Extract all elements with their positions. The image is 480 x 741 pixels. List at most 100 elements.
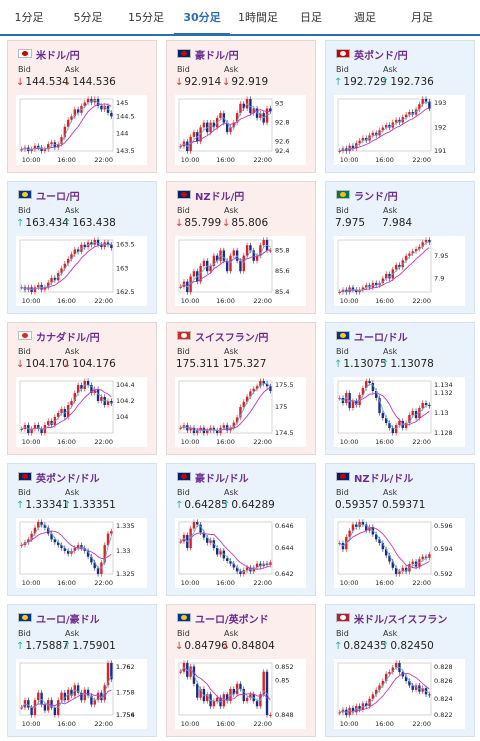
candle-body [100, 692, 103, 701]
price-chart[interactable]: 163.5 163 162.5 10:00 16:00 22:00 [16, 236, 147, 306]
candle-body [424, 403, 428, 405]
x-tick-label: 10:00 [22, 297, 41, 305]
tab-1min[interactable]: 1分足 [14, 11, 44, 24]
currency-card[interactable]: NZドル/ドル Bid Ask 0.59357 0.59371 0.596 0.594 0.5… [325, 463, 475, 596]
x-tick-label: 10:00 [181, 438, 200, 446]
y-tick-label: 143.5 [116, 147, 135, 155]
pair-name[interactable]: ユーロ/ドル [354, 333, 408, 344]
candle-body [83, 689, 86, 701]
currency-card[interactable]: ユーロ/豪ドル Bid Ask ↑1.75887 ↑1.75901 1.762 1.76 1.… [7, 604, 157, 737]
pair-name[interactable]: ユーロ/豪ドル [36, 615, 100, 626]
x-tick-label: 16:00 [57, 156, 76, 164]
tab-daily[interactable]: 日足 [300, 11, 322, 24]
price-chart[interactable]: 85.8 85.6 85.4 10:00 16:00 22:00 [175, 236, 306, 306]
candle-body [90, 695, 93, 705]
pair-name[interactable]: 英ポンド/ドル [36, 474, 100, 485]
candle-body [232, 422, 236, 428]
tab-30min[interactable]: 30分足 [174, 0, 230, 36]
price-chart[interactable]: 1.762 1.76 1.758 1.756 1.754 10:00 16:00 22:00 [16, 659, 147, 729]
tab-monthly[interactable]: 月足 [411, 11, 433, 24]
price-chart[interactable]: 1.134 1.132 1.13 1.128 10:00 16:00 22:00 [334, 377, 465, 447]
candle-body [63, 548, 67, 551]
price-chart[interactable]: 193 192 191 10:00 16:00 22:00 [334, 95, 465, 165]
pair-name[interactable]: ユーロ/英ポンド [195, 615, 269, 626]
pair-name[interactable]: NZドル/ドル [354, 474, 414, 485]
pair-name[interactable]: 米ドル/円 [36, 51, 80, 62]
currency-card[interactable]: NZドル/円 Bid Ask ↓85.799 ↓85.806 85.8 85.6 85.4 10… [166, 181, 316, 314]
pair-name[interactable]: ランド/円 [354, 192, 398, 203]
bid-value: ↓104.170 [16, 358, 69, 370]
currency-card[interactable]: 英ポンド/ドル Bid Ask ↑1.33341 ↑1.33351 1.335 1.33 1.… [7, 463, 157, 596]
ma-short-line [339, 524, 430, 572]
candle-body [47, 527, 50, 534]
candle-body [365, 703, 368, 707]
candle-body [408, 253, 411, 256]
currency-card[interactable]: ユーロ/円 Bid Ask ↑163.434 ↑163.438 163.5 163 162.5… [7, 181, 157, 314]
candle-body [424, 556, 428, 558]
candle-body [371, 132, 375, 136]
candle-body [202, 689, 206, 702]
pair-name[interactable]: スイスフラン/円 [195, 333, 269, 344]
pair-name[interactable]: 豪ドル/円 [195, 51, 239, 62]
bid-value: ↑0.64285 [175, 499, 228, 511]
candle-body [40, 522, 43, 525]
tab-1hour[interactable]: 1時間足 [238, 11, 278, 24]
candle-body [47, 144, 50, 150]
price-chart[interactable]: 0.828 0.826 0.824 0.822 10:00 16:00 22:00 [334, 659, 465, 729]
pair-name[interactable]: 英ポンド/円 [354, 51, 408, 62]
price-chart[interactable]: 7.95 7.9 10:00 16:00 22:00 [334, 236, 465, 306]
tab-weekly[interactable]: 週足 [354, 11, 376, 24]
bid-arrow-icon: ↑ [16, 500, 25, 511]
candle-body [428, 554, 431, 558]
y-tick-label: 92.4 [275, 147, 289, 155]
candle-body [424, 99, 428, 102]
currency-card[interactable]: 米ドル/円 Bid Ask ↓144.534 ↓144.536 145 144.5 144 14… [7, 40, 157, 173]
candle-body [338, 151, 341, 152]
candle-body [391, 561, 395, 568]
x-tick-label: 16:00 [216, 579, 235, 587]
candle-body [60, 268, 63, 274]
currency-card[interactable]: 豪ドル/ドル Bid Ask ↑0.64285 ↑0.64289 0.646 0.644 0.… [166, 463, 316, 596]
y-tick-label: 1.758 [116, 689, 135, 697]
pair-name[interactable]: 豪ドル/ドル [195, 474, 249, 485]
pair-name[interactable]: NZドル/円 [195, 192, 245, 203]
candle-body [110, 112, 113, 117]
currency-card[interactable]: ランド/円 Bid Ask 7.975 7.984 7.95 7.9 10:00 16:00 22… [325, 181, 475, 314]
y-tick-label: 0.594 [434, 545, 453, 553]
price-chart[interactable]: 93 92.8 92.6 92.4 10:00 16:00 22:00 [175, 95, 306, 165]
price-chart[interactable]: 145 144.5 144 143.5 10:00 16:00 22:00 [16, 95, 147, 165]
tab-15min[interactable]: 15分足 [128, 11, 164, 24]
candle-body [73, 393, 77, 401]
y-tick-label: 144.5 [116, 112, 135, 120]
currency-card[interactable]: ユーロ/英ポンド Bid Ask ↓0.84796 ↓0.84804 0.852 0.85 0… [166, 604, 316, 737]
ask-label: Ask [383, 206, 398, 215]
price-chart[interactable]: 0.596 0.594 0.592 10:00 16:00 22:00 [334, 518, 465, 588]
currency-card[interactable]: ユーロ/ドル Bid Ask ↑1.13075 ↑1.13078 1.134 1.132 1.… [325, 322, 475, 455]
candle-body [421, 99, 424, 105]
price-chart[interactable]: 175.5 175 174.5 10:00 16:00 22:00 [175, 377, 306, 447]
price-chart[interactable]: 0.646 0.644 0.642 10:00 16:00 22:00 [175, 518, 306, 588]
candle-body [192, 132, 196, 137]
tab-5min[interactable]: 5分足 [73, 11, 103, 24]
price-chart[interactable]: 0.852 0.85 0.848 10:00 16:00 22:00 [175, 659, 306, 729]
candle-body [404, 114, 408, 118]
ask-value: ↓85.806 [222, 217, 268, 229]
currency-card[interactable]: スイスフラン/円 Bid Ask 175.311 175.327 175.5 175 174.… [166, 322, 316, 455]
pair-name[interactable]: ユーロ/円 [36, 192, 80, 203]
candle-body [106, 663, 110, 686]
candle-body [76, 109, 80, 113]
candle-body [381, 127, 385, 131]
currency-card[interactable]: 英ポンド/円 Bid Ask ↑192.729 ↑192.736 193 192 191 10:… [325, 40, 475, 173]
candle-body [50, 700, 53, 708]
pair-name[interactable]: カナダドル/円 [36, 333, 100, 344]
currency-card[interactable]: カナダドル/円 Bid Ask ↓104.170 ↓104.176 104.4 104.2 1… [7, 322, 157, 455]
candle-body [384, 125, 388, 128]
price-chart[interactable]: 104.4 104.2 104 10:00 16:00 22:00 [16, 377, 147, 447]
currency-card[interactable]: 豪ドル/円 Bid Ask ↓92.914 ↓92.919 93 92.8 92.6 92.4 1… [166, 40, 316, 173]
bid-label: Bid [18, 347, 31, 356]
price-chart[interactable]: 1.335 1.33 1.325 10:00 16:00 22:00 [16, 518, 147, 588]
currency-card[interactable]: 米ドル/スイスフラン Bid Ask ↑0.82435 ↑0.82450 0.828 0.8… [325, 604, 475, 737]
ask-value: ↓144.536 [63, 76, 116, 88]
candle-body [202, 122, 206, 128]
pair-name[interactable]: 米ドル/スイスフラン [354, 615, 448, 626]
